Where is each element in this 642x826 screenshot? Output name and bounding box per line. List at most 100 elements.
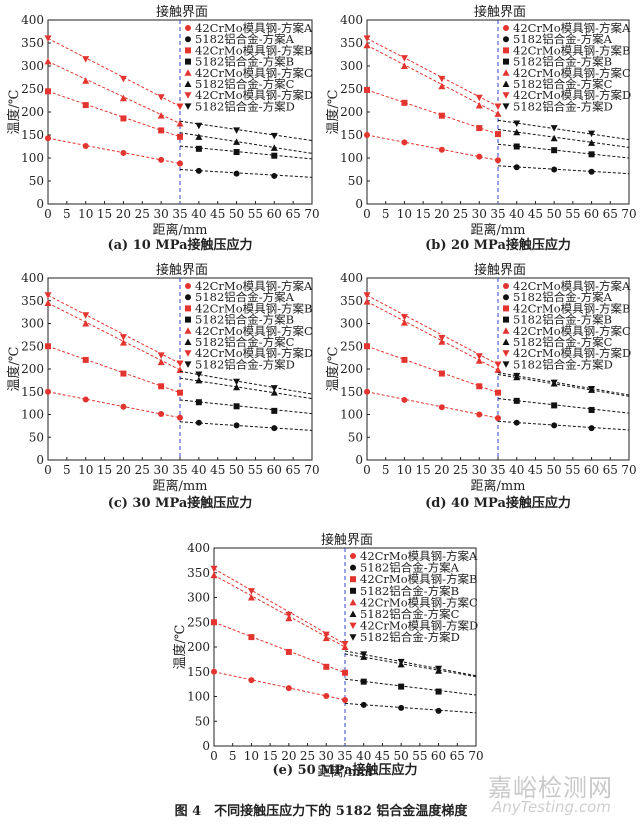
series-2	[45, 343, 183, 396]
data-point	[476, 153, 483, 160]
interface-annotation: 接触界面	[156, 262, 208, 278]
trend-line	[366, 134, 499, 161]
x-tick-label: 50	[229, 463, 244, 477]
series-3	[179, 145, 313, 160]
x-tick-label: 25	[453, 463, 468, 477]
legend-label: 42CrMo模具钢-方案C	[195, 66, 313, 80]
x-axis-label: 距离/mm	[152, 222, 207, 238]
data-point	[494, 361, 502, 368]
data-point	[438, 112, 445, 119]
chart-panel-b: 0 5 10 15 20 25 30 35 40 45 50 55 60 65 70050100150200…	[325, 4, 637, 253]
legend-label: 5182铝合金-方案B	[360, 584, 459, 598]
data-point	[323, 663, 330, 670]
y-tick-label: 150	[340, 385, 363, 399]
legend-marker	[502, 103, 510, 110]
data-point	[270, 132, 278, 140]
legend-marker	[184, 338, 192, 345]
series-5	[179, 132, 313, 154]
legend-marker	[502, 69, 510, 76]
data-point	[120, 149, 127, 156]
data-point	[271, 425, 278, 432]
data-point	[364, 343, 370, 350]
legend-marker	[502, 361, 510, 368]
legend-label: 42CrMo模具钢-方案B	[513, 301, 630, 315]
x-tick-label: 70	[304, 463, 319, 477]
data-point	[588, 139, 596, 146]
data-point	[435, 707, 442, 714]
y-tick-label: 350	[21, 36, 44, 50]
series-5	[497, 128, 630, 148]
y-tick-label: 300	[187, 591, 210, 605]
x-tick-label: 65	[450, 749, 465, 763]
series-7	[179, 370, 313, 395]
legend-marker	[503, 294, 509, 301]
trend-line	[497, 420, 630, 431]
data-point	[550, 379, 558, 387]
legend-label: 5182铝合金-方案A	[195, 290, 295, 304]
series-6	[210, 565, 349, 648]
legend-label: 5182铝合金-方案D	[513, 357, 613, 371]
y-tick-label: 350	[340, 36, 363, 50]
legend-label: 5182铝合金-方案A	[513, 32, 613, 46]
x-tick-label: 35	[172, 207, 187, 221]
data-point	[513, 128, 521, 136]
legend-marker	[185, 316, 191, 323]
legend-marker	[503, 316, 509, 323]
data-point	[363, 298, 371, 305]
series-0	[211, 668, 348, 703]
data-point	[364, 132, 370, 138]
data-point	[401, 99, 408, 106]
data-point	[513, 397, 520, 404]
data-point	[177, 160, 183, 167]
legend-label: 5182铝合金-方案D	[360, 630, 460, 644]
data-point	[82, 77, 90, 84]
x-tick-label: 5	[382, 463, 390, 477]
data-point	[588, 406, 595, 413]
data-point	[475, 353, 483, 360]
x-tick-label: 25	[135, 463, 150, 477]
legend-label: 42CrMo模具钢-方案D	[513, 88, 631, 102]
data-point	[398, 704, 405, 711]
trend-line	[47, 60, 181, 124]
data-point	[438, 335, 446, 342]
data-point	[494, 366, 502, 373]
x-tick-label: 45	[210, 463, 225, 477]
x-tick-label: 15	[97, 207, 112, 221]
legend-marker	[349, 598, 357, 606]
x-tick-label: 10	[397, 463, 412, 477]
data-point	[157, 94, 165, 101]
x-tick-label: 60	[584, 207, 599, 221]
x-tick-label: 30	[319, 749, 334, 763]
x-tick-label: 30	[154, 463, 169, 477]
data-point	[341, 641, 349, 648]
panel-caption: (b) 20 MPa接触压应力	[425, 237, 571, 253]
y-tick-label: 100	[340, 408, 363, 422]
data-point	[195, 122, 203, 130]
series-0	[364, 388, 501, 422]
data-point	[550, 125, 558, 132]
x-tick-label: 10	[78, 207, 93, 221]
legend-marker	[350, 564, 356, 571]
x-tick-label: 0	[210, 749, 218, 763]
x-tick-label: 70	[468, 749, 483, 763]
legend-marker	[185, 58, 191, 65]
data-point	[233, 127, 241, 134]
trend-line	[179, 370, 313, 395]
y-tick-label: 350	[21, 294, 44, 308]
data-point	[400, 55, 408, 62]
data-point	[82, 396, 89, 403]
x-tick-label: 15	[97, 463, 112, 477]
data-point	[120, 370, 127, 377]
data-point	[495, 131, 501, 138]
data-point	[438, 370, 445, 377]
x-tick-label: 20	[116, 207, 131, 221]
data-point	[158, 383, 165, 390]
data-point	[248, 634, 255, 641]
panel-caption: (c) 30 MPa接触压应力	[108, 495, 253, 511]
data-point	[247, 594, 255, 601]
x-tick-label: 65	[286, 463, 301, 477]
y-tick-label: 350	[340, 294, 363, 308]
legend-marker	[185, 47, 191, 54]
data-point	[435, 688, 442, 695]
x-tick-label: 35	[172, 463, 187, 477]
